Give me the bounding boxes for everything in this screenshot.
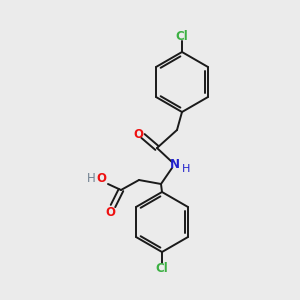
Text: Cl: Cl [176, 29, 188, 43]
Text: O: O [105, 206, 115, 220]
Text: Cl: Cl [156, 262, 168, 275]
Text: O: O [133, 128, 143, 142]
Text: N: N [170, 158, 180, 170]
Text: O: O [96, 172, 106, 185]
Text: H: H [87, 172, 95, 185]
Text: H: H [182, 164, 190, 174]
